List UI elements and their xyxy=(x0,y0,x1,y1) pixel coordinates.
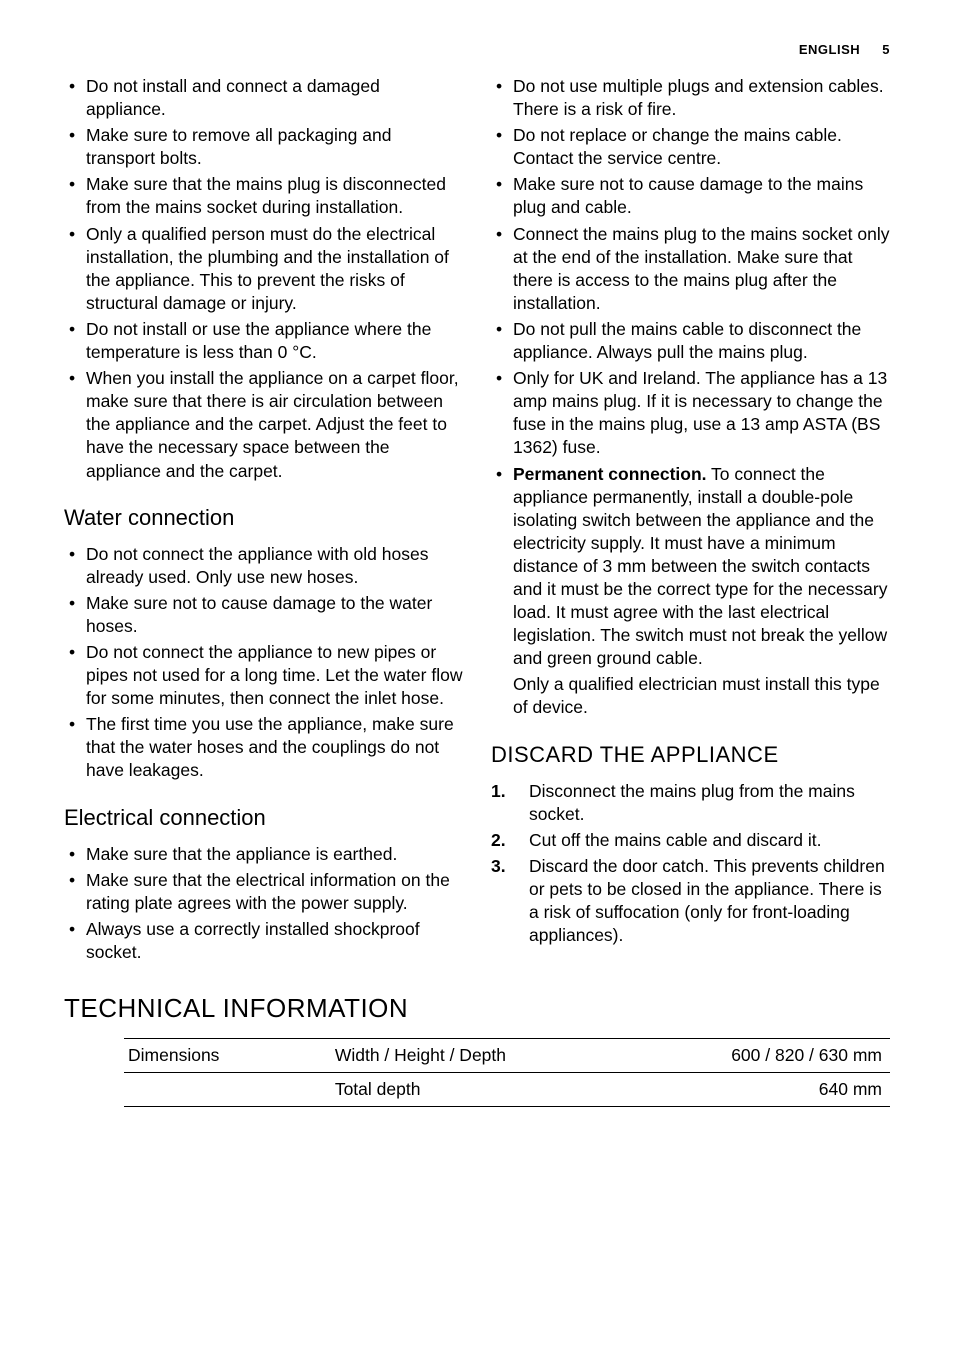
list-item: Make sure that the electrical informatio… xyxy=(86,869,463,915)
step-number: 1. xyxy=(491,780,519,803)
list-item: Do not use multiple plugs and extension … xyxy=(513,75,890,121)
water-bullet-list: Do not connect the appliance with old ho… xyxy=(64,543,463,783)
spec-value: 640 mm xyxy=(622,1073,890,1107)
page-header: ENGLISH 5 xyxy=(64,42,890,57)
list-item: The first time you use the appliance, ma… xyxy=(86,713,463,782)
list-item: Make sure that the mains plug is disconn… xyxy=(86,173,463,219)
list-item: Do not connect the appliance to new pipe… xyxy=(86,641,463,710)
language-label: ENGLISH xyxy=(799,42,860,57)
permanent-connection-text: To connect the appliance permanently, in… xyxy=(513,464,888,669)
technical-information-heading: TECHNICAL INFORMATION xyxy=(64,993,890,1024)
list-item: Make sure not to cause damage to the mai… xyxy=(513,173,890,219)
list-item: Make sure that the appliance is earthed. xyxy=(86,843,463,866)
table-row: Dimensions Width / Height / Depth 600 / … xyxy=(124,1039,890,1073)
table-row: Total depth 640 mm xyxy=(124,1073,890,1107)
spec-attribute: Width / Height / Depth xyxy=(331,1039,622,1073)
list-item: 2.Cut off the mains cable and discard it… xyxy=(529,829,890,852)
content-columns: Do not install and connect a damaged app… xyxy=(64,75,890,967)
spec-attribute: Total depth xyxy=(331,1073,622,1107)
spec-value: 600 / 820 / 630 mm xyxy=(622,1039,890,1073)
electrical-continued-bullet-list: Do not use multiple plugs and extension … xyxy=(491,75,890,670)
electrical-connection-heading: Electrical connection xyxy=(64,805,463,831)
right-column: Do not use multiple plugs and extension … xyxy=(491,75,890,967)
page-number: 5 xyxy=(882,42,890,57)
list-item: Do not install or use the appliance wher… xyxy=(86,318,463,364)
list-item: Make sure to remove all packaging and tr… xyxy=(86,124,463,170)
water-connection-heading: Water connection xyxy=(64,505,463,531)
list-item: Do not connect the appliance with old ho… xyxy=(86,543,463,589)
permanent-connection-label: Permanent connection. xyxy=(513,464,707,484)
left-column: Do not install and connect a damaged app… xyxy=(64,75,463,967)
spec-label: Dimensions xyxy=(124,1039,331,1073)
list-item: Always use a correctly installed shockpr… xyxy=(86,918,463,964)
step-text: Discard the door catch. This prevents ch… xyxy=(529,856,885,945)
spec-label xyxy=(124,1073,331,1107)
technical-spec-table: Dimensions Width / Height / Depth 600 / … xyxy=(124,1038,890,1107)
installation-bullet-list: Do not install and connect a damaged app… xyxy=(64,75,463,483)
electrical-bullet-list: Make sure that the appliance is earthed.… xyxy=(64,843,463,964)
list-item: When you install the appliance on a carp… xyxy=(86,367,463,482)
list-item: Do not pull the mains cable to disconnec… xyxy=(513,318,890,364)
step-number: 3. xyxy=(491,855,519,878)
list-item: Make sure not to cause damage to the wat… xyxy=(86,592,463,638)
discard-steps-list: 1. Disconnect the mains plug from the mai… xyxy=(491,780,890,948)
permanent-connection-note: Only a qualified electrician must instal… xyxy=(491,673,890,719)
step-number: 2. xyxy=(491,829,519,852)
step-text: Cut off the mains cable and discard it. xyxy=(529,830,821,850)
list-item: 1.Disconnect the mains plug from the mai… xyxy=(529,780,890,826)
list-item: Only a qualified person must do the elec… xyxy=(86,223,463,315)
list-item: 3.Discard the door catch. This prevents … xyxy=(529,855,890,947)
list-item: Do not replace or change the mains cable… xyxy=(513,124,890,170)
discard-appliance-heading: DISCARD THE APPLIANCE xyxy=(491,742,890,768)
list-item: Only for UK and Ireland. The appliance h… xyxy=(513,367,890,459)
list-item: Connect the mains plug to the mains sock… xyxy=(513,223,890,315)
list-item: Do not install and connect a damaged app… xyxy=(86,75,463,121)
list-item: Permanent connection. To connect the app… xyxy=(513,463,890,671)
step-text: Disconnect the mains plug from the mains… xyxy=(529,781,855,824)
